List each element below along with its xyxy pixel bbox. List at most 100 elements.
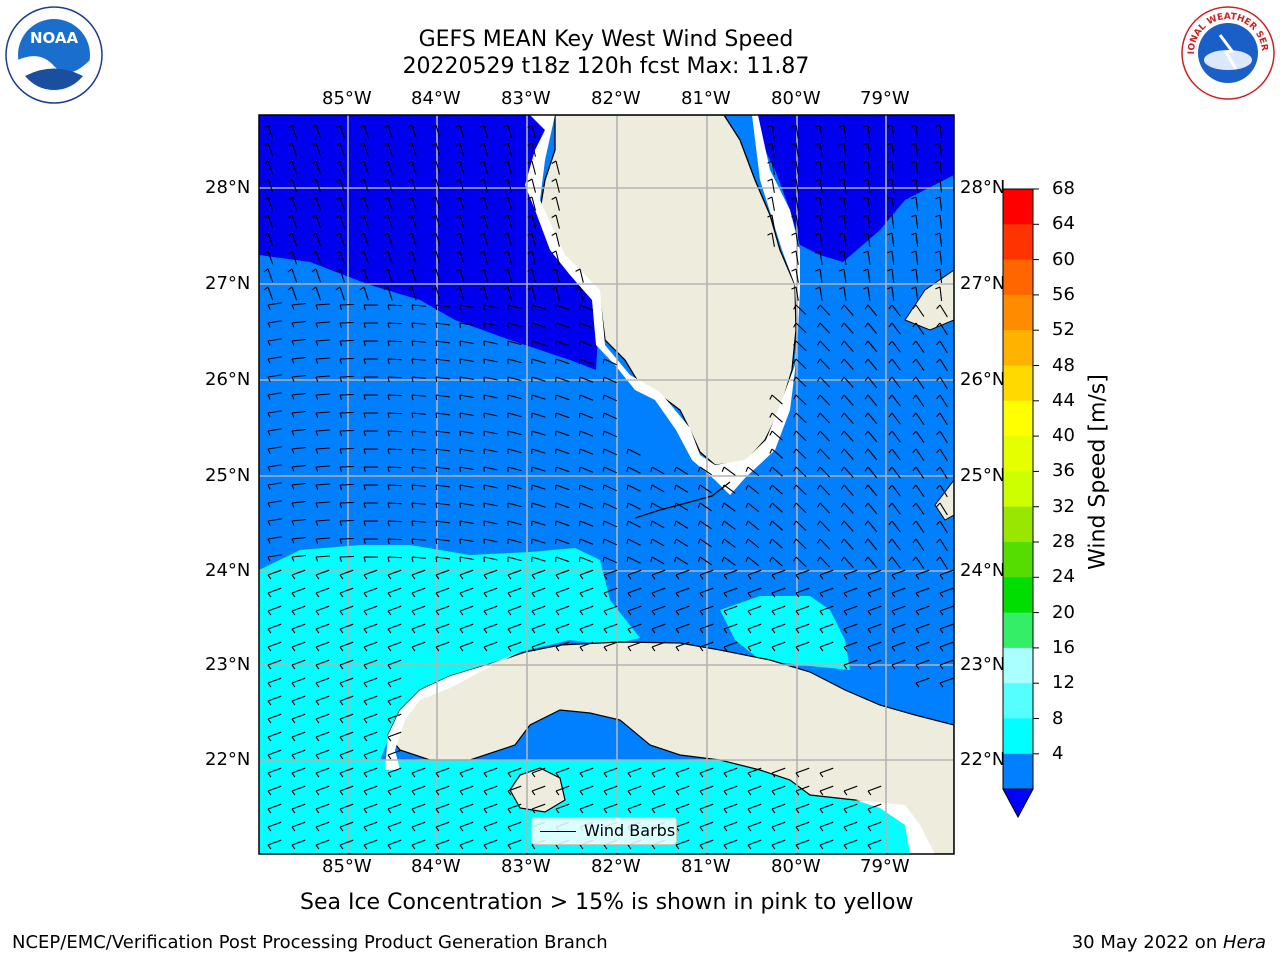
colorbar-tick-label: 56: [1052, 283, 1075, 305]
wind-barb: [723, 803, 738, 814]
wind-barb: [459, 821, 474, 832]
wind-barb: [791, 214, 799, 229]
wind-barb: [431, 142, 441, 157]
lat-label-left: 25°N: [205, 465, 251, 486]
colorbar-segment: [1003, 612, 1033, 649]
wind-barb: [291, 554, 306, 562]
wind-barb: [435, 412, 450, 419]
wind-barb: [555, 394, 570, 401]
lon-label-top: 79°W: [860, 88, 910, 109]
wind-barb: [650, 556, 665, 565]
wind-barb: [864, 430, 878, 443]
wind-barb: [674, 556, 689, 565]
wind-barb: [267, 446, 282, 454]
wind-barb: [291, 410, 306, 418]
wind-barb: [651, 641, 666, 652]
wind-barb: [315, 677, 330, 688]
wind-barb: [578, 322, 594, 329]
wind-barb: [578, 430, 594, 437]
wind-barb: [363, 340, 379, 346]
lon-label-top: 83°W: [501, 88, 551, 109]
wind-barb: [887, 178, 895, 193]
wind-barb: [531, 340, 546, 347]
wind-barb: [507, 605, 522, 616]
wind-barb: [769, 412, 783, 423]
wind-barb: [407, 124, 417, 139]
wind-barb: [267, 356, 282, 364]
wind-barb: [936, 304, 948, 318]
wind-barb: [912, 502, 925, 515]
wind-barb: [435, 641, 450, 652]
wind-barb: [267, 428, 282, 436]
lon-label-bottom: 79°W: [860, 856, 910, 877]
lat-label-right: 28°N: [960, 177, 1006, 198]
wind-barb: [843, 839, 858, 850]
wind-barb: [383, 196, 393, 211]
wind-barb: [843, 623, 858, 634]
wind-barb: [771, 839, 786, 850]
wind-barb: [267, 749, 282, 760]
wind-barb: [912, 520, 925, 533]
wind-barb: [527, 268, 537, 283]
wind-barb: [699, 767, 714, 778]
wind-barb: [603, 641, 618, 652]
wind-barb: [267, 803, 282, 814]
wind-barb: [747, 605, 762, 616]
wind-barb: [383, 286, 393, 301]
wind-barb: [359, 286, 369, 301]
wind-barb: [291, 623, 306, 634]
colorbar-tick-label: 32: [1052, 495, 1075, 517]
wind-barb: [578, 304, 594, 311]
wind-barb: [817, 556, 831, 568]
wind-barb: [483, 785, 498, 796]
wind-barb: [435, 304, 450, 311]
wind-barb: [627, 623, 642, 634]
colorbar-segment: [1003, 400, 1033, 437]
wind-barb: [555, 623, 570, 634]
wind-barb: [839, 268, 847, 283]
wind-barb: [363, 358, 379, 364]
wind-barb: [315, 447, 331, 454]
wind-barb: [602, 430, 617, 438]
wind-barb: [840, 520, 854, 532]
wind-barb: [863, 142, 871, 157]
wind-barb: [603, 569, 618, 580]
wind-barb: [815, 286, 823, 301]
colorbar-segment: [1003, 506, 1033, 543]
wind-barb: [383, 160, 393, 175]
wind-barb: [387, 839, 402, 850]
wind-barb: [387, 538, 403, 545]
chart-title-line1: GEFS MEAN Key West Wind Speed: [418, 27, 794, 52]
wind-barb: [887, 214, 895, 229]
wind-barb: [887, 232, 895, 247]
wind-barb: [315, 555, 331, 562]
wind-barb: [531, 803, 546, 814]
wind-barb: [867, 803, 882, 814]
wind-barb: [793, 556, 807, 568]
wind-barb: [915, 569, 930, 580]
wind-barb: [864, 340, 878, 353]
wind-barb: [747, 785, 762, 796]
wind-barb: [935, 250, 943, 265]
colorbar-label: Wind Speed [m/s]: [1085, 374, 1111, 570]
wind-barb: [527, 214, 537, 229]
wind-barb: [531, 641, 546, 652]
wind-barb: [819, 767, 834, 778]
wind-barb: [819, 605, 834, 616]
wind-barb: [479, 214, 489, 229]
wind-barb: [843, 641, 858, 652]
wind-barb: [815, 232, 823, 247]
wind-barb: [411, 839, 426, 850]
wind-barb: [455, 160, 465, 175]
wind-barb: [935, 268, 943, 283]
wind-barb: [840, 466, 854, 478]
lon-label-top: 85°W: [322, 88, 372, 109]
wind-barb: [651, 623, 666, 634]
wind-barb: [555, 605, 570, 616]
wind-barb: [263, 178, 274, 193]
wind-barb: [551, 196, 560, 211]
wind-barb: [407, 178, 417, 193]
wind-barb: [721, 538, 736, 548]
wind-barb: [363, 821, 378, 832]
wind-barb: [793, 502, 807, 514]
